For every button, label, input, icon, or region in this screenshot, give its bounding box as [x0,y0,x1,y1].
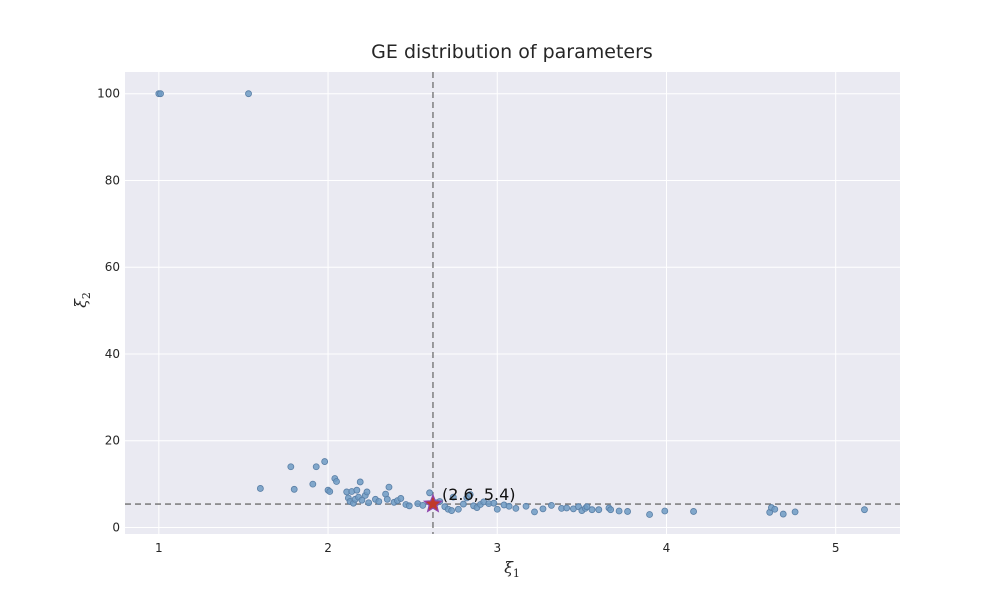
data-point [466,491,474,498]
data-point [405,502,413,510]
data-point [426,489,433,497]
data-point [375,498,383,505]
x-axis-label-subscript: 1 [513,567,520,580]
data-point [791,508,799,516]
tick-labels: 1 2 3 4 5 0 20 40 60 80 100 [97,87,839,555]
data-point [690,508,697,515]
data-point [771,505,779,513]
data-point [448,507,455,514]
data-point [607,506,615,514]
data-point [363,488,371,496]
y-tick-label: 40 [105,347,120,361]
data-point [512,505,520,512]
data-point [490,499,498,507]
data-point [595,506,603,514]
x-axis-label: ξ1 [504,558,520,580]
y-tick-label: 80 [105,173,120,187]
data-point [309,480,317,488]
x-tick-label: 1 [155,541,163,555]
y-tick-label: 100 [97,87,120,101]
data-point [449,493,457,501]
chart-title: GE distribution of parameters [371,41,653,63]
data-point [548,501,555,509]
data-point [157,90,164,98]
data-point [383,495,391,503]
data-point [356,478,364,486]
y-tick-label: 20 [105,434,120,448]
data-point [779,510,787,518]
data-point [624,508,631,515]
x-tick-label: 4 [663,541,671,555]
data-point [646,511,653,518]
data-point [615,507,623,515]
data-point [861,506,868,514]
highlight-marker [422,493,444,513]
data-point [454,505,462,513]
data-point [522,502,530,510]
x-axis-label-symbol: ξ [504,558,514,577]
y-axis-label: ξ2 [71,292,93,308]
data-point [326,488,334,495]
data-point [312,463,320,471]
highlight-annotation: (2.6, 5.4) [442,485,516,504]
data-point [358,496,366,504]
data-point [290,485,298,493]
highlight-star-marker [422,493,444,513]
reference-lines [125,72,900,534]
plot-area [125,72,900,534]
data-point [333,478,340,485]
y-tick-label: 60 [105,260,120,274]
grid-lines [125,72,900,534]
data-point [588,506,596,514]
data-point [563,504,571,512]
y-axis-label-symbol: ξ [71,298,90,308]
data-point [397,495,405,502]
x-tick-label: 5 [832,541,840,555]
data-point [460,500,467,508]
data-point [539,505,547,513]
y-axis-label-subscript: 2 [80,292,93,299]
data-point [493,505,501,513]
data-point [287,463,295,471]
data-point [321,458,329,465]
data-point [245,90,252,98]
data-points [155,90,868,518]
data-point [353,486,361,494]
y-tick-label: 0 [112,520,120,534]
data-point [365,499,373,507]
data-point [661,507,669,515]
data-point [256,485,264,492]
data-point [419,501,427,509]
data-point [583,503,591,511]
data-point [505,502,513,510]
x-tick-label: 2 [324,541,332,555]
x-tick-label: 3 [493,541,501,555]
data-point [385,483,393,491]
data-point [531,508,538,516]
